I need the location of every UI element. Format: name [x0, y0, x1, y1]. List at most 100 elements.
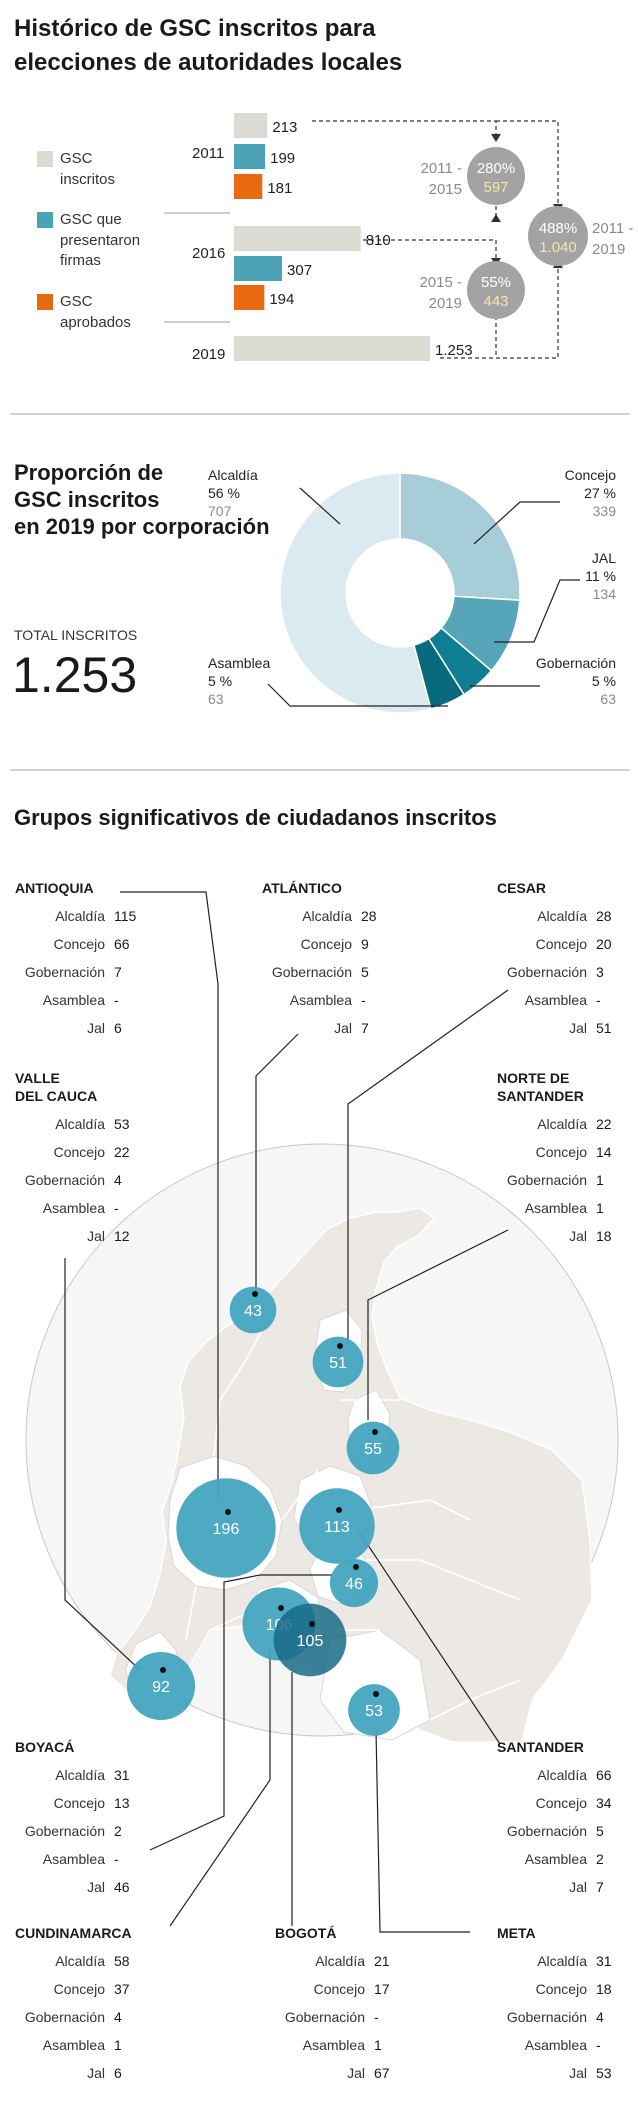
donut-label-name-jal: JAL	[592, 550, 616, 566]
dept-row-label-cundinamarca-4: Jal	[87, 2065, 105, 2081]
dept-row-value-norte-de-santander-2: 1	[596, 1172, 604, 1188]
leader-line-antioquia	[120, 891, 219, 1500]
dept-row-value-bogot--4: 67	[374, 2065, 390, 2081]
dept-row-label-atl-ntico-4: Jal	[334, 1020, 352, 1036]
donut-labels: Alcaldía 56 % 707 Concejo 27 % 339 JAL 11 % 134 G…	[208, 467, 616, 707]
dept-row-label-bogot--4: Jal	[347, 2065, 365, 2081]
total-inscritos-value: 1.253	[12, 647, 137, 703]
dept-row-value-cundinamarca-3: 1	[114, 2037, 122, 2053]
bar-2011-series-0	[234, 113, 268, 138]
dept-row-label-antioquia-0: Alcaldía	[55, 908, 105, 924]
dept-row-value-meta-0: 31	[596, 1953, 612, 1969]
dept-name-meta-0: META	[497, 1925, 536, 1941]
donut-label-pct-asamblea: 5 %	[208, 673, 232, 689]
dept-name-norte-de-santander-0: NORTE DE	[497, 1070, 569, 1086]
dept-row-label-valle-del-cauca-4: Jal	[87, 1228, 105, 1244]
dept-row-value-norte-de-santander-0: 22	[596, 1116, 612, 1132]
bar-2016-series-0	[234, 226, 361, 251]
dept-row-value-bogot--2: -	[374, 2009, 379, 2025]
map-bubbles: 196113106105925553514643	[126, 1286, 400, 1736]
dept-row-value-boyac--0: 31	[114, 1767, 130, 1783]
bubble-valle-del-cauca	[126, 1651, 196, 1721]
growth-period-start-0: 2011 -	[421, 160, 462, 177]
dept-row-label-bogot--3: Asamblea	[303, 2037, 365, 2053]
leader-line-atl-ntico	[255, 1033, 299, 1296]
bar-label-2019-series-0: 1.253	[435, 342, 473, 359]
dept-row-value-valle-del-cauca-0: 53	[114, 1116, 130, 1132]
donut-title-line3: en 2019 por corporación	[14, 514, 270, 539]
dept-row-value-antioquia-2: 7	[114, 964, 122, 980]
dept-row-label-santander-4: Jal	[569, 1879, 587, 1895]
donut-chart	[279, 472, 521, 714]
dept-row-value-cundinamarca-2: 4	[114, 2009, 122, 2025]
dept-row-label-antioquia-1: Concejo	[54, 936, 106, 952]
bubble-label-meta: 53	[365, 1703, 383, 1720]
bubble-meta	[348, 1684, 400, 1736]
growth-circle-1	[467, 261, 525, 319]
dept-row-value-norte-de-santander-4: 18	[596, 1228, 612, 1244]
dept-row-label-cundinamarca-2: Gobernación	[25, 2009, 105, 2025]
connector-2016	[363, 239, 497, 260]
leader-line-meta	[375, 1729, 470, 1933]
donut-label-count-asamblea: 63	[208, 691, 224, 707]
dept-row-label-cundinamarca-0: Alcaldía	[55, 1953, 105, 1969]
dept-row-label-cundinamarca-1: Concejo	[54, 1981, 106, 1997]
bar-2016-series-2	[234, 285, 265, 310]
dept-row-value-valle-del-cauca-4: 12	[114, 1228, 130, 1244]
dept-row-value-antioquia-4: 6	[114, 1020, 122, 1036]
dept-row-label-norte-de-santander-1: Concejo	[536, 1144, 588, 1160]
dept-row-label-santander-2: Gobernación	[507, 1823, 587, 1839]
dept-row-label-bogot--1: Concejo	[314, 1981, 366, 1997]
arrow-head-1	[491, 134, 501, 142]
bar-2019-series-0	[234, 336, 430, 361]
dept-name-norte-de-santander-1: SANTANDER	[497, 1088, 584, 1104]
bubble-antioquia	[176, 1478, 276, 1578]
growth-period-start-1: 2015 -	[419, 274, 462, 291]
dept-row-value-atl-ntico-1: 9	[361, 936, 369, 952]
dept-row-label-atl-ntico-0: Alcaldía	[302, 908, 352, 924]
map-section: Grupos significativos de ciudadanos insc…	[14, 805, 619, 2081]
donut-slice-alcaldía	[279, 472, 432, 714]
bar-label-2016-series-1: 307	[287, 262, 312, 279]
dept-row-value-norte-de-santander-1: 14	[596, 1144, 612, 1160]
legend-label-firmas-1: GSC que	[60, 211, 122, 228]
dept-row-label-norte-de-santander-2: Gobernación	[507, 1172, 587, 1188]
dept-row-value-meta-1: 18	[596, 1981, 612, 1997]
dept-row-value-bogot--3: 1	[374, 2037, 382, 2053]
growth-circle-2	[528, 206, 588, 266]
donut-label-pct-jal: 11 %	[585, 568, 616, 584]
dept-row-label-meta-4: Jal	[569, 2065, 587, 2081]
growth-period-end-2: 2019	[592, 241, 625, 258]
dept-row-label-boyac--0: Alcaldía	[55, 1767, 105, 1783]
donut-label-name-gobernación: Gobernación	[536, 655, 616, 671]
dept-row-label-bogot--2: Gobernación	[285, 2009, 365, 2025]
donut-label-count-concejo: 339	[593, 503, 617, 519]
donut-leader-alcaldía	[299, 487, 341, 525]
dept-row-value-santander-2: 5	[596, 1823, 604, 1839]
growth-period-start-2: 2011 -	[592, 220, 633, 237]
legend-label-firmas-3: firmas	[60, 252, 101, 269]
dept-row-value-atl-ntico-2: 5	[361, 964, 369, 980]
donut-label-pct-concejo: 27 %	[584, 485, 616, 501]
donut-leader-concejo	[473, 501, 560, 545]
dept-row-label-boyac--1: Concejo	[54, 1795, 106, 1811]
bubble-santander	[299, 1488, 375, 1564]
dept-row-label-atl-ntico-1: Concejo	[301, 936, 353, 952]
growth-delta-2: 1.040	[539, 239, 577, 256]
dept-row-value-santander-3: 2	[596, 1851, 604, 1867]
year-label-2019: 2019	[192, 346, 225, 363]
map-title: Grupos significativos de ciudadanos insc…	[14, 805, 497, 830]
dept-row-value-meta-4: 53	[596, 2065, 612, 2081]
anchor-dot-cesar	[337, 1343, 343, 1349]
dept-row-label-meta-1: Concejo	[536, 1981, 588, 1997]
dept-row-value-antioquia-1: 66	[114, 936, 130, 952]
growth-percent-1: 55%	[481, 274, 511, 291]
year-label-2011: 2011	[192, 145, 224, 162]
anchor-dot-boyac-	[353, 1564, 359, 1570]
dept-name-bogot--0: BOGOTÁ	[275, 1925, 336, 1941]
dept-row-value-bogot--0: 21	[374, 1953, 390, 1969]
donut-label-name-alcaldía: Alcaldía	[208, 467, 258, 483]
dept-row-value-boyac--3: -	[114, 1851, 119, 1867]
dept-row-label-valle-del-cauca-1: Concejo	[54, 1144, 106, 1160]
